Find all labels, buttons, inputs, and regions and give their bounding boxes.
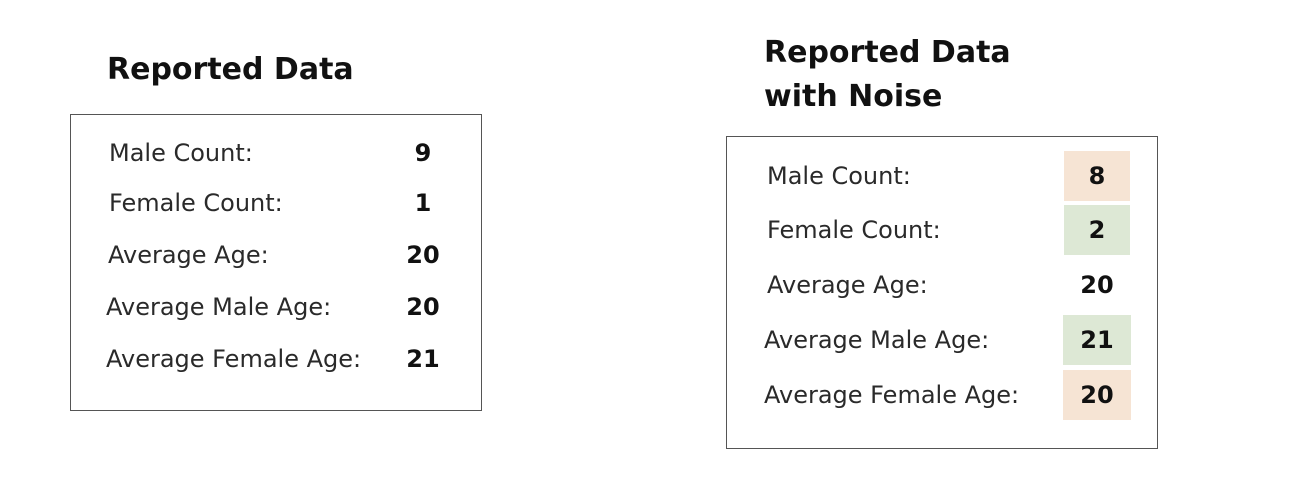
noisy-male-count-row: Male Count: 8	[727, 151, 1156, 201]
female-count-row: Female Count: 1	[71, 178, 480, 228]
reported-data-title: Reported Data	[107, 52, 354, 87]
noisy-male-count-label: Male Count:	[767, 162, 911, 190]
average-age-label: Average Age:	[108, 241, 269, 269]
noisy-average-male-age-row: Average Male Age: 21	[727, 315, 1156, 365]
noisy-average-age-row: Average Age: 20	[727, 260, 1156, 310]
noisy-male-count-value: 8	[1064, 151, 1130, 201]
female-count-label: Female Count:	[109, 189, 283, 217]
male-count-value: 9	[414, 139, 432, 167]
average-male-age-value: 20	[406, 293, 440, 321]
noisy-average-female-age-value: 20	[1063, 370, 1131, 420]
noisy-average-male-age-value: 21	[1063, 315, 1131, 365]
noisy-average-age-label: Average Age:	[767, 271, 928, 299]
noisy-female-count-label: Female Count:	[767, 216, 941, 244]
noisy-average-female-age-row: Average Female Age: 20	[727, 370, 1156, 420]
reported-data-with-noise-title: Reported Data with Noise	[764, 35, 1011, 114]
noisy-female-count-value: 2	[1064, 205, 1130, 255]
noisy-average-age-value: 20	[1080, 271, 1114, 299]
noisy-average-female-age-label: Average Female Age:	[764, 381, 1020, 409]
average-female-age-value: 21	[406, 345, 440, 373]
noisy-female-count-row: Female Count: 2	[727, 205, 1156, 255]
noisy-average-male-age-label: Average Male Age:	[764, 326, 990, 354]
average-female-age-row: Average Female Age: 21	[71, 334, 480, 384]
male-count-label: Male Count:	[109, 139, 253, 167]
average-age-row: Average Age: 20	[71, 230, 480, 280]
average-male-age-row: Average Male Age: 20	[71, 282, 480, 332]
male-count-row: Male Count: 9	[71, 128, 480, 178]
average-female-age-label: Average Female Age:	[106, 345, 362, 373]
female-count-value: 1	[414, 189, 432, 217]
reported-data-table: Male Count: 9 Female Count: 1 Average Ag…	[70, 114, 482, 411]
average-age-value: 20	[406, 241, 440, 269]
noisy-data-table: Male Count: 8 Female Count: 2 Average Ag…	[726, 136, 1158, 449]
average-male-age-label: Average Male Age:	[106, 293, 332, 321]
